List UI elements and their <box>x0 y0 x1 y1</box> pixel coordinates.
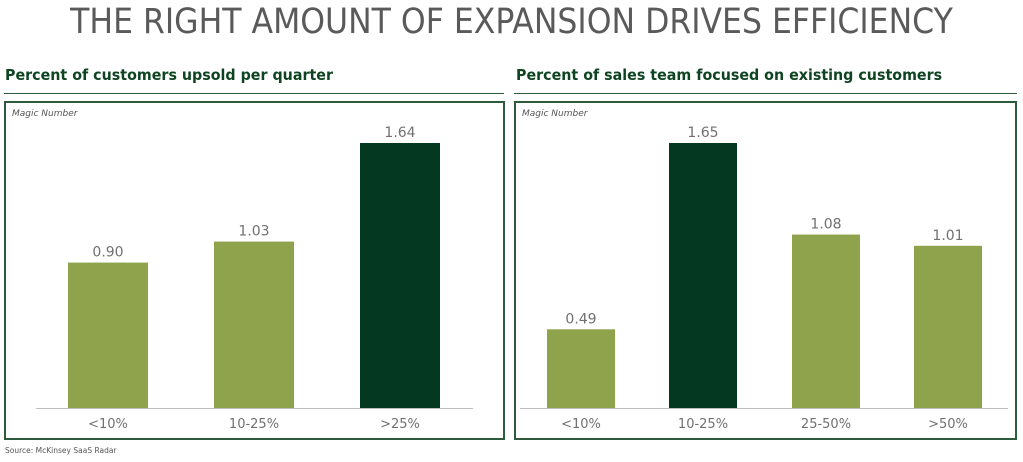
chart-1-x-tick-label: 10-25% <box>229 417 279 432</box>
chart-2-title: Percent of sales team focused on existin… <box>516 66 943 84</box>
chart-1-bar <box>68 262 148 408</box>
chart-2-x-tick-label: 10-25% <box>678 417 728 432</box>
chart-2-bar <box>669 143 737 408</box>
chart-2-bar <box>914 245 982 408</box>
chart-2-data-label: 0.49 <box>565 311 596 327</box>
chart-2-x-tick-label: 25-50% <box>801 417 851 432</box>
chart-1-data-label: 1.64 <box>384 125 415 141</box>
page-title: THE RIGHT AMOUNT OF EXPANSION DRIVES EFF… <box>70 2 953 42</box>
chart-1-title: Percent of customers upsold per quarter <box>5 66 334 84</box>
chart-2-x-tick-label: >50% <box>928 417 968 432</box>
chart-1-ylabel: Magic Number <box>12 109 78 119</box>
chart-2-ylabel: Magic Number <box>522 109 588 119</box>
chart-1-frame: Magic Number <box>4 101 505 440</box>
chart-1-x-tick-label: >25% <box>380 417 420 432</box>
chart-2-data-label: 1.01 <box>932 228 963 244</box>
chart-2-bar <box>547 329 615 408</box>
chart-2-data-label: 1.08 <box>810 217 841 233</box>
source-note: Source: McKinsey SaaS Radar <box>5 446 117 455</box>
chart-2-bar <box>792 234 860 408</box>
chart-2-data-label: 1.65 <box>687 125 718 141</box>
chart-1-bar <box>360 143 440 408</box>
chart-2-x-tick-label: <10% <box>561 417 601 432</box>
chart-2-divider <box>514 93 1017 94</box>
chart-1-data-label: 1.03 <box>238 224 269 240</box>
chart-1-x-tick-label: <10% <box>88 417 128 432</box>
chart-2-frame: Magic Number <box>514 101 1017 440</box>
chart-1-divider <box>4 93 504 94</box>
chart-1-data-label: 0.90 <box>92 245 123 261</box>
chart-1-bar <box>214 241 294 408</box>
